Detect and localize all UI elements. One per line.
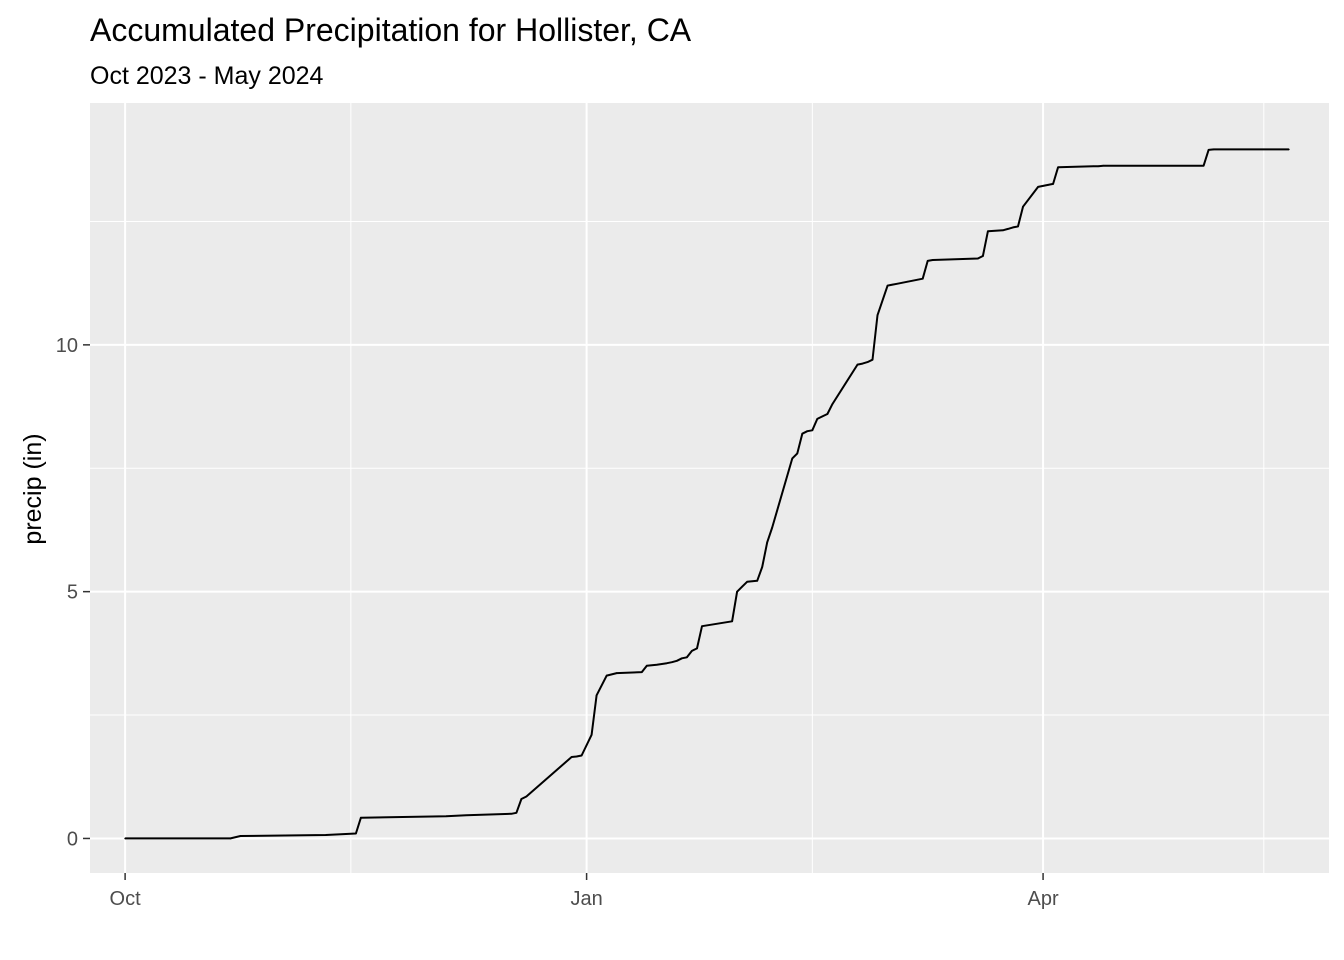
data-point: [1288, 148, 1290, 151]
data-point: [751, 580, 753, 583]
data-point: [229, 837, 232, 840]
data-point: [911, 279, 914, 282]
data-point: [1037, 186, 1039, 188]
data-point: [510, 812, 513, 815]
data-point: [691, 650, 693, 652]
data-point: [731, 620, 733, 623]
data-point: [977, 257, 979, 260]
y-axis: 0 5 10: [56, 335, 90, 850]
data-point: [1212, 148, 1215, 151]
data-point: [871, 358, 874, 361]
x-tick-label: Apr: [1028, 888, 1059, 910]
data-point: [360, 816, 362, 819]
data-point: [982, 255, 984, 257]
y-axis-title: precip (in): [19, 433, 47, 544]
data-point: [1047, 184, 1049, 186]
data-point: [987, 230, 989, 233]
plot-panel: [90, 103, 1329, 873]
y-tick-label: 0: [67, 828, 78, 850]
data-point: [124, 837, 126, 840]
data-point: [595, 694, 598, 697]
data-point: [906, 280, 909, 283]
data-point: [590, 733, 593, 736]
data-point: [926, 260, 929, 262]
data-point: [681, 657, 683, 660]
data-point: [615, 672, 618, 674]
x-axis: Oct Jan Apr: [110, 873, 1059, 910]
data-point: [806, 430, 809, 433]
data-point: [355, 832, 357, 835]
data-point: [1012, 226, 1014, 229]
data-point: [570, 756, 573, 758]
y-tick-label: 10: [56, 335, 78, 357]
data-point: [465, 814, 468, 817]
data-point: [746, 580, 748, 583]
data-point: [575, 755, 578, 758]
data-point: [866, 361, 869, 363]
data-point: [811, 429, 814, 432]
y-tick-label: 5: [67, 582, 78, 604]
data-point: [886, 284, 889, 287]
data-point: [901, 281, 904, 284]
data-point: [676, 659, 678, 662]
data-point: [736, 590, 738, 593]
data-point: [671, 661, 673, 664]
data-point: [666, 662, 668, 665]
data-point: [1042, 185, 1044, 187]
data-point: [891, 283, 894, 286]
data-point: [821, 415, 824, 418]
data-point: [816, 418, 819, 420]
x-tick-label: Jan: [570, 888, 602, 910]
chart-title: Accumulated Precipitation for Hollister,…: [90, 12, 692, 48]
data-point: [1202, 164, 1205, 167]
data-point: [1017, 225, 1019, 228]
data-point: [445, 815, 447, 818]
data-point: [791, 457, 794, 460]
data-point: [831, 403, 834, 405]
data-point: [1097, 165, 1100, 167]
data-point: [856, 363, 859, 366]
data-point: [239, 835, 242, 837]
data-point: [515, 811, 518, 814]
major-gridlines: [90, 103, 1329, 873]
data-point: [876, 314, 879, 317]
data-point: [921, 277, 924, 280]
data-point: [645, 664, 648, 667]
data-point: [701, 625, 703, 628]
data-point: [656, 663, 658, 666]
data-point: [1102, 164, 1105, 167]
data-point: [1007, 228, 1009, 230]
data-point: [896, 282, 899, 285]
data-point: [916, 278, 919, 281]
data-point: [766, 541, 768, 544]
data-point: [861, 362, 864, 365]
chart-subtitle: Oct 2023 - May 2024: [90, 62, 324, 90]
minor-gridlines: [90, 103, 1329, 873]
data-point: [640, 671, 643, 673]
data-point: [520, 798, 523, 800]
data-point: [580, 754, 583, 757]
x-tick-label: Oct: [110, 888, 142, 910]
series-layer: [124, 148, 1290, 840]
data-point: [741, 585, 743, 588]
data-point: [796, 452, 799, 455]
data-point: [1057, 166, 1059, 168]
data-point: [1207, 149, 1210, 151]
data-point: [696, 647, 698, 650]
data-point: [605, 674, 608, 677]
data-point: [1022, 205, 1024, 208]
data-point: [324, 834, 327, 836]
data-point: [761, 566, 763, 568]
data-point: [1002, 229, 1004, 232]
data-point: [771, 526, 774, 529]
data-point: [1052, 183, 1054, 185]
data-point: [525, 795, 528, 798]
data-point: [826, 413, 829, 415]
data-point: [1092, 165, 1095, 167]
data-point: [686, 656, 688, 659]
data-point: [801, 432, 804, 435]
data-point: [931, 259, 934, 261]
data-point: [756, 579, 758, 582]
